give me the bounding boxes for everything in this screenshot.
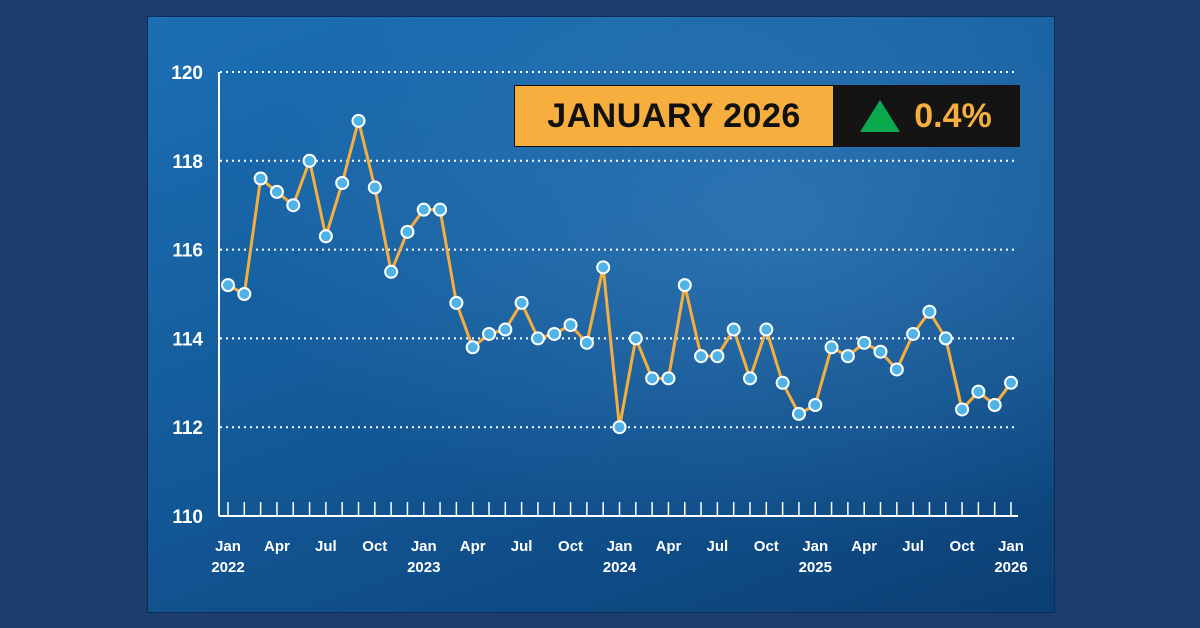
data-point (596, 260, 611, 275)
data-point (482, 326, 496, 341)
data-point (808, 398, 823, 412)
x-tick-month: Oct (950, 538, 975, 555)
data-point (971, 384, 986, 399)
x-tick-month: Jan (998, 538, 1024, 555)
data-point (221, 278, 235, 293)
y-tick-label: 118 (172, 152, 203, 173)
x-tick-month: Jan (411, 538, 437, 555)
data-point (987, 398, 1002, 412)
data-point (661, 371, 676, 386)
month-label: JANUARY 2026 (515, 86, 833, 146)
change-value: 0.4% (914, 96, 992, 135)
x-tick-year: 2024 (603, 559, 637, 576)
data-point (1004, 375, 1018, 390)
data-point (759, 322, 774, 337)
data-point (237, 287, 252, 301)
data-point (286, 198, 301, 213)
data-point (824, 340, 839, 355)
series-line (227, 119, 1013, 429)
y-tick-label: 114 (172, 329, 203, 350)
x-tick-month: Jul (315, 538, 337, 555)
data-point (498, 322, 513, 337)
data-point (465, 340, 480, 355)
data-point (612, 420, 627, 435)
data-point (906, 326, 921, 341)
y-tick-label: 110 (172, 507, 203, 528)
x-tick-month: Jan (215, 538, 241, 555)
data-point (694, 349, 709, 364)
data-point (938, 331, 953, 346)
x-tick-month: Jul (511, 538, 533, 555)
x-tick-month: Apr (656, 538, 682, 555)
change-box: 0.4% (833, 86, 1019, 146)
data-point (351, 113, 366, 128)
x-tick-year: 2025 (799, 559, 832, 576)
data-point (955, 402, 970, 417)
data-point (873, 344, 888, 359)
data-point (269, 184, 284, 199)
data-point (743, 371, 757, 386)
headline-badge: JANUARY 2026 0.4% (514, 85, 1020, 147)
y-tick-label: 116 (172, 241, 203, 262)
data-point (840, 349, 855, 364)
data-point (416, 202, 431, 217)
data-point (677, 278, 692, 293)
x-tick-year: 2026 (994, 559, 1027, 576)
data-point (889, 362, 904, 377)
data-point (335, 176, 350, 190)
data-point (318, 229, 333, 244)
x-tick-month: Apr (264, 538, 290, 555)
data-point (628, 331, 643, 346)
x-tick-year: 2022 (211, 559, 244, 576)
x-tick-month: Jan (802, 538, 828, 555)
x-tick-month: Apr (851, 538, 877, 555)
data-point (563, 318, 578, 333)
data-point (547, 326, 562, 341)
data-point (384, 264, 399, 279)
data-point (791, 406, 806, 421)
data-point (922, 304, 937, 319)
x-tick-month: Jul (902, 538, 924, 555)
x-tick-month: Oct (362, 538, 387, 555)
data-point (857, 335, 872, 350)
data-point (514, 295, 529, 310)
data-point (710, 349, 725, 364)
data-point (645, 371, 660, 386)
data-point (433, 202, 448, 217)
data-point (449, 295, 464, 310)
x-tick-year: 2023 (407, 559, 440, 576)
data-point (302, 153, 317, 168)
data-point (530, 331, 545, 346)
data-point (579, 335, 594, 350)
x-tick-month: Oct (754, 538, 779, 555)
data-point (775, 375, 790, 390)
x-tick-month: Jan (607, 538, 633, 555)
data-point (400, 224, 415, 239)
x-tick-month: Apr (460, 538, 486, 555)
data-point (726, 322, 741, 337)
x-tick-month: Jul (707, 538, 729, 555)
data-point (253, 171, 268, 186)
data-point (367, 180, 382, 195)
triangle-up-icon (860, 100, 901, 132)
x-tick-month: Oct (558, 538, 583, 555)
y-tick-label: 112 (172, 418, 203, 439)
y-tick-label: 120 (171, 63, 203, 84)
